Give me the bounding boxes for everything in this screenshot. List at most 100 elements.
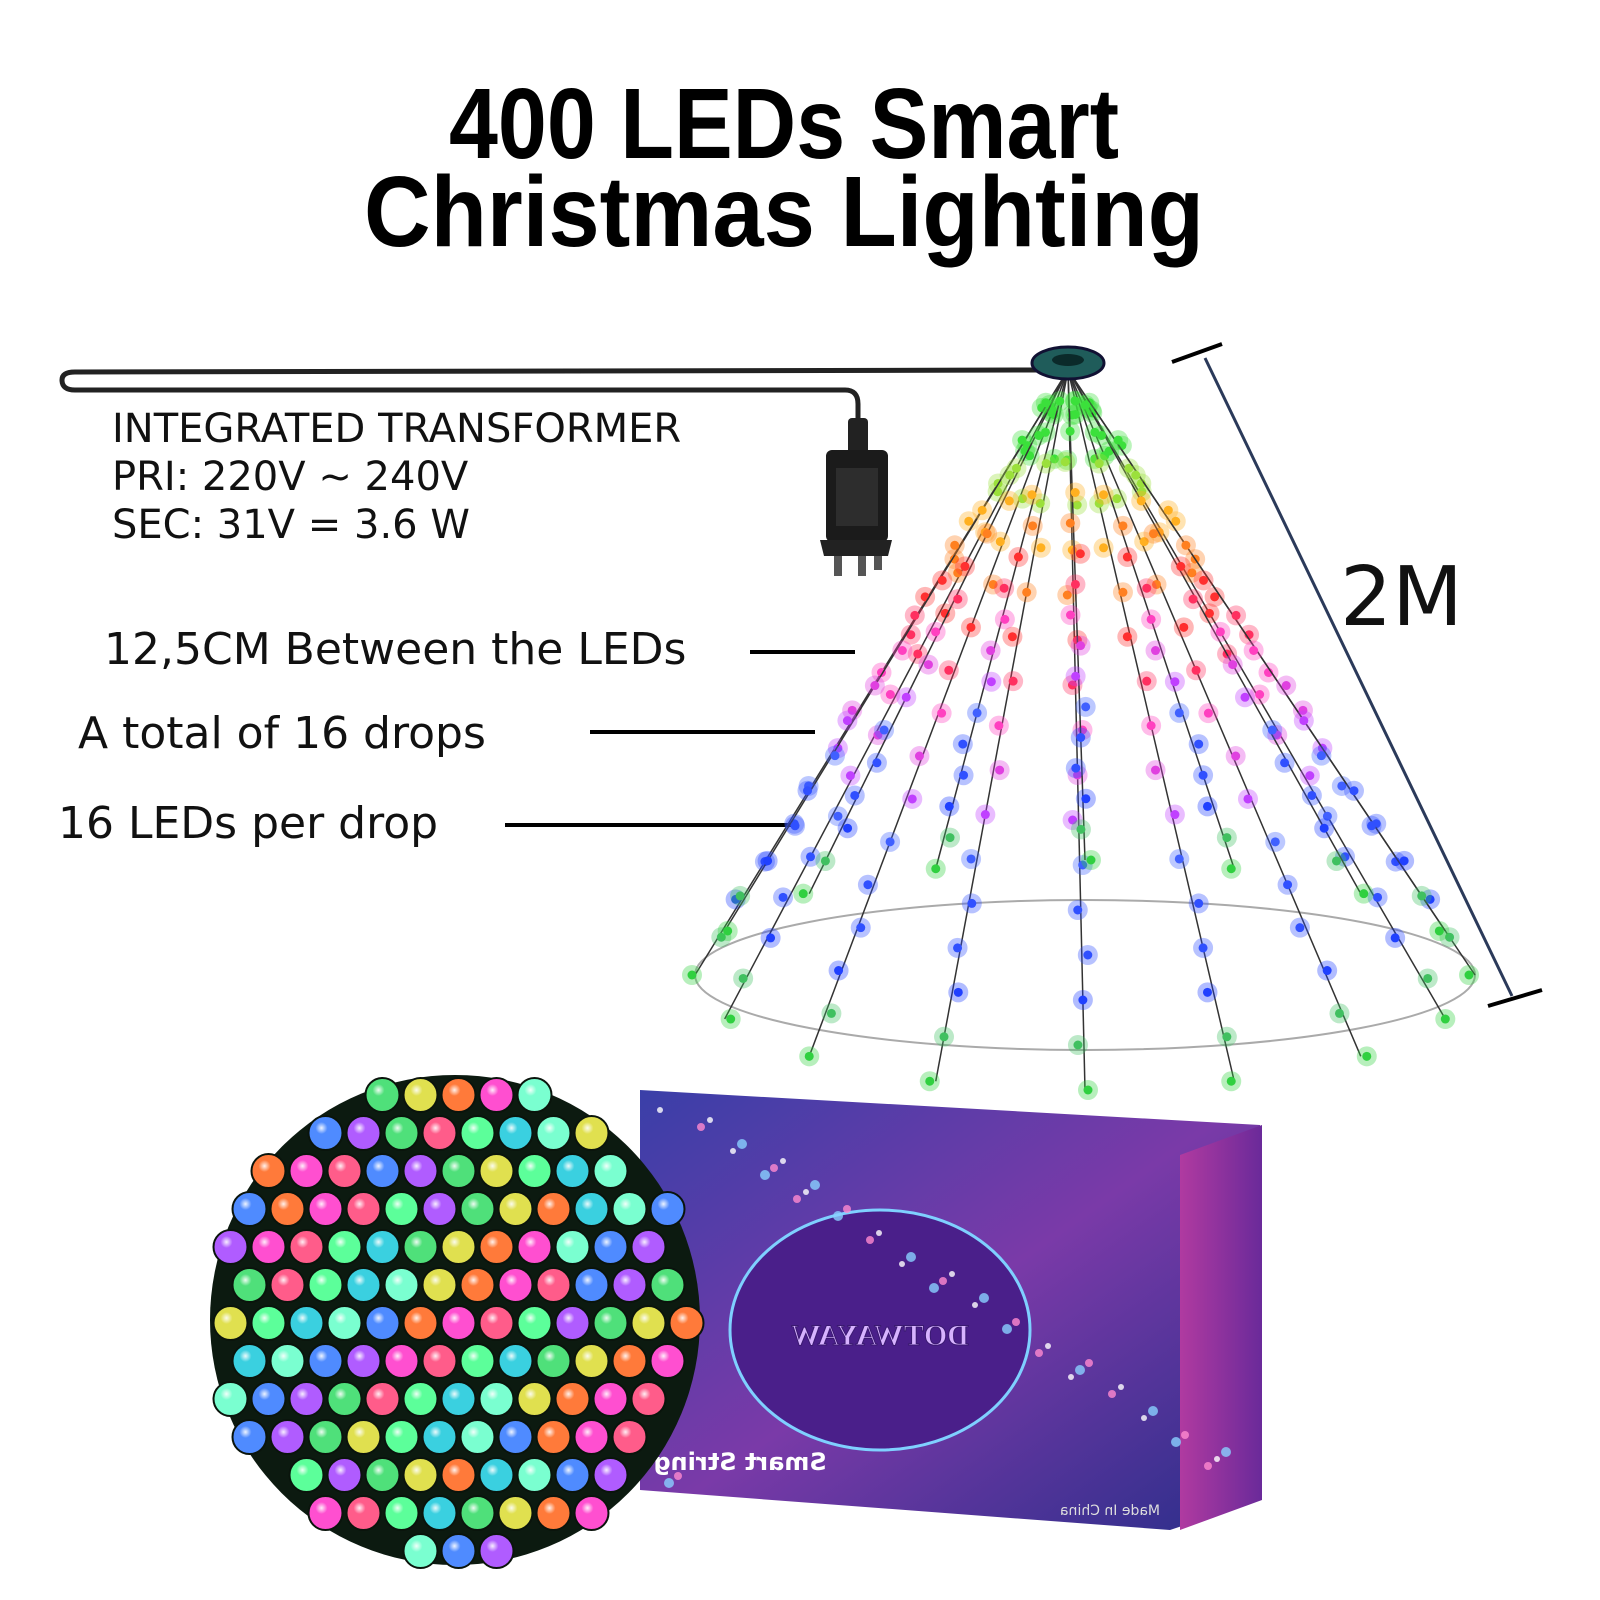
led	[1028, 521, 1038, 531]
led	[1228, 660, 1238, 670]
led	[1349, 786, 1359, 796]
led	[834, 966, 844, 976]
led-highlight	[353, 1274, 366, 1286]
sparkle	[949, 1271, 955, 1277]
led-bulb	[592, 1457, 629, 1493]
led	[967, 898, 977, 908]
led-bulb	[402, 1229, 439, 1265]
led	[1075, 549, 1085, 559]
led-highlight	[315, 1350, 328, 1362]
led-bulb	[516, 1229, 553, 1265]
sparkle	[1221, 1447, 1231, 1457]
led-highlight	[334, 1160, 347, 1172]
spec-text: SEC: 31V = 3.6 W	[112, 502, 470, 548]
led-highlight	[239, 1350, 252, 1362]
led	[906, 630, 916, 640]
led	[1390, 933, 1400, 943]
led	[940, 608, 950, 618]
led	[1267, 725, 1277, 735]
led-highlight	[258, 1388, 271, 1400]
led	[1049, 454, 1059, 464]
sparkle	[866, 1236, 874, 1244]
led	[988, 579, 998, 589]
led-bulb	[383, 1343, 420, 1379]
box-origin: Made In China	[1060, 1503, 1160, 1519]
led	[1170, 810, 1180, 820]
led-highlight	[543, 1426, 556, 1438]
led	[1226, 1076, 1236, 1086]
led-bulb	[497, 1343, 534, 1379]
led-highlight	[505, 1426, 518, 1438]
sparkle	[1118, 1384, 1124, 1390]
led	[931, 864, 941, 874]
led	[1062, 590, 1072, 600]
led-highlight	[657, 1274, 670, 1286]
led-highlight	[315, 1426, 328, 1438]
led	[1425, 894, 1435, 904]
led	[850, 790, 860, 800]
led	[1005, 470, 1015, 480]
led	[1112, 494, 1122, 504]
led	[966, 854, 976, 864]
led-bulb	[421, 1115, 458, 1151]
led-bulb	[478, 1077, 515, 1113]
led-highlight	[334, 1236, 347, 1248]
led-ball	[210, 1075, 705, 1569]
led-bulb	[497, 1419, 534, 1455]
led-bulb	[459, 1191, 496, 1227]
led	[901, 692, 911, 702]
led	[1434, 926, 1444, 936]
led-bulb	[573, 1267, 610, 1303]
box-side	[1180, 1125, 1262, 1530]
sparkle	[803, 1189, 809, 1195]
led-highlight	[391, 1198, 404, 1210]
led-bulb	[288, 1305, 325, 1341]
led-bulb	[573, 1495, 610, 1531]
led-highlight	[600, 1236, 613, 1248]
led-highlight	[429, 1426, 442, 1438]
led	[1027, 490, 1037, 500]
sparkle	[1002, 1324, 1012, 1334]
led-highlight	[277, 1198, 290, 1210]
led-highlight	[467, 1426, 480, 1438]
sparkle	[737, 1139, 747, 1149]
led	[1171, 516, 1181, 526]
led	[1440, 1014, 1450, 1024]
sparkle	[1148, 1406, 1158, 1416]
led	[885, 690, 895, 700]
led-highlight	[334, 1312, 347, 1324]
led-bulb	[212, 1305, 249, 1341]
led-highlight	[638, 1312, 651, 1324]
led-highlight	[638, 1388, 651, 1400]
led	[953, 987, 963, 997]
led	[873, 730, 883, 740]
led-bulb	[421, 1267, 458, 1303]
led	[1122, 552, 1132, 562]
led-highlight	[505, 1122, 518, 1134]
sparkle	[1075, 1365, 1085, 1375]
led-highlight	[486, 1540, 499, 1552]
led	[826, 1008, 836, 1018]
led	[1073, 905, 1083, 915]
led	[847, 705, 857, 715]
led-bulb	[535, 1267, 572, 1303]
led	[944, 665, 954, 675]
led-bulb	[459, 1267, 496, 1303]
box-product: Smart String	[653, 1448, 826, 1476]
led-bulb	[345, 1115, 382, 1151]
led-highlight	[239, 1274, 252, 1286]
led-bulb	[307, 1343, 344, 1379]
led-bulb	[212, 1381, 249, 1417]
led-bulb	[592, 1381, 629, 1417]
led-bulb	[402, 1153, 439, 1189]
led	[1013, 552, 1023, 562]
led-highlight	[486, 1236, 499, 1248]
led	[885, 837, 895, 847]
led-bulb	[649, 1267, 686, 1303]
sparkle	[1204, 1462, 1212, 1470]
led-highlight	[486, 1388, 499, 1400]
led-bulb	[535, 1419, 572, 1455]
led-bulb	[269, 1343, 306, 1379]
led-bulb	[516, 1305, 553, 1341]
height-label: 2M	[1340, 550, 1463, 645]
